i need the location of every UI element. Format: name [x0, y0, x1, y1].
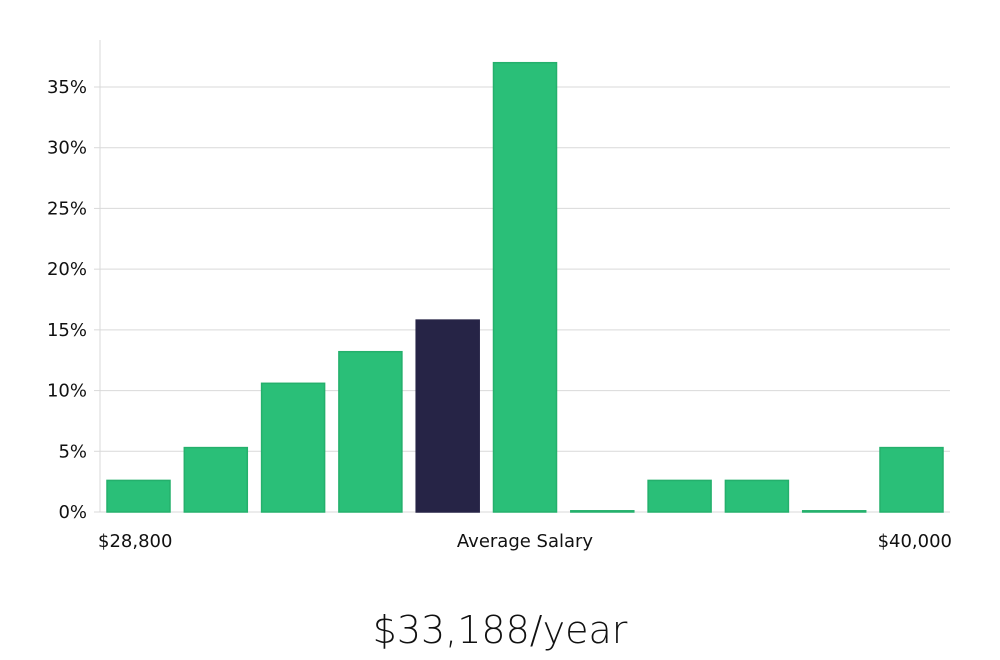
- y-tick-label: 10%: [47, 381, 87, 402]
- y-tick-label: 5%: [58, 441, 87, 462]
- y-tick-label: 20%: [47, 259, 87, 280]
- salary-distribution-chart: 0% 5% 10% 15% 20% 25% 30% 35% $28,800 Average S…: [47, 40, 952, 552]
- average-salary-headline: $33,188/year: [372, 608, 628, 652]
- bar: [570, 510, 635, 513]
- tick-labels: 0% 5% 10% 15% 20% 25% 30% 35%: [47, 77, 87, 523]
- bar: [338, 350, 403, 513]
- y-tick-label: 15%: [47, 320, 87, 341]
- bar: [492, 61, 558, 513]
- bar: [801, 510, 867, 513]
- bar: [260, 382, 326, 513]
- bar: [879, 446, 944, 513]
- y-tick-label: 0%: [58, 502, 87, 523]
- bar: [183, 446, 249, 513]
- x-label-max: $40,000: [878, 531, 952, 552]
- bar: [724, 479, 790, 513]
- bar: [647, 479, 712, 513]
- x-label-min: $28,800: [98, 531, 172, 552]
- bars: [106, 61, 944, 513]
- y-tick-label: 35%: [47, 77, 87, 98]
- y-tick-label: 30%: [47, 138, 87, 159]
- x-label-average: Average Salary: [457, 531, 594, 552]
- x-axis-labels: $28,800 Average Salary $40,000: [98, 531, 952, 552]
- bar: [106, 479, 171, 513]
- y-tick-label: 25%: [47, 198, 87, 219]
- y-axis: [94, 40, 101, 513]
- bar-highlighted-average: [415, 319, 480, 513]
